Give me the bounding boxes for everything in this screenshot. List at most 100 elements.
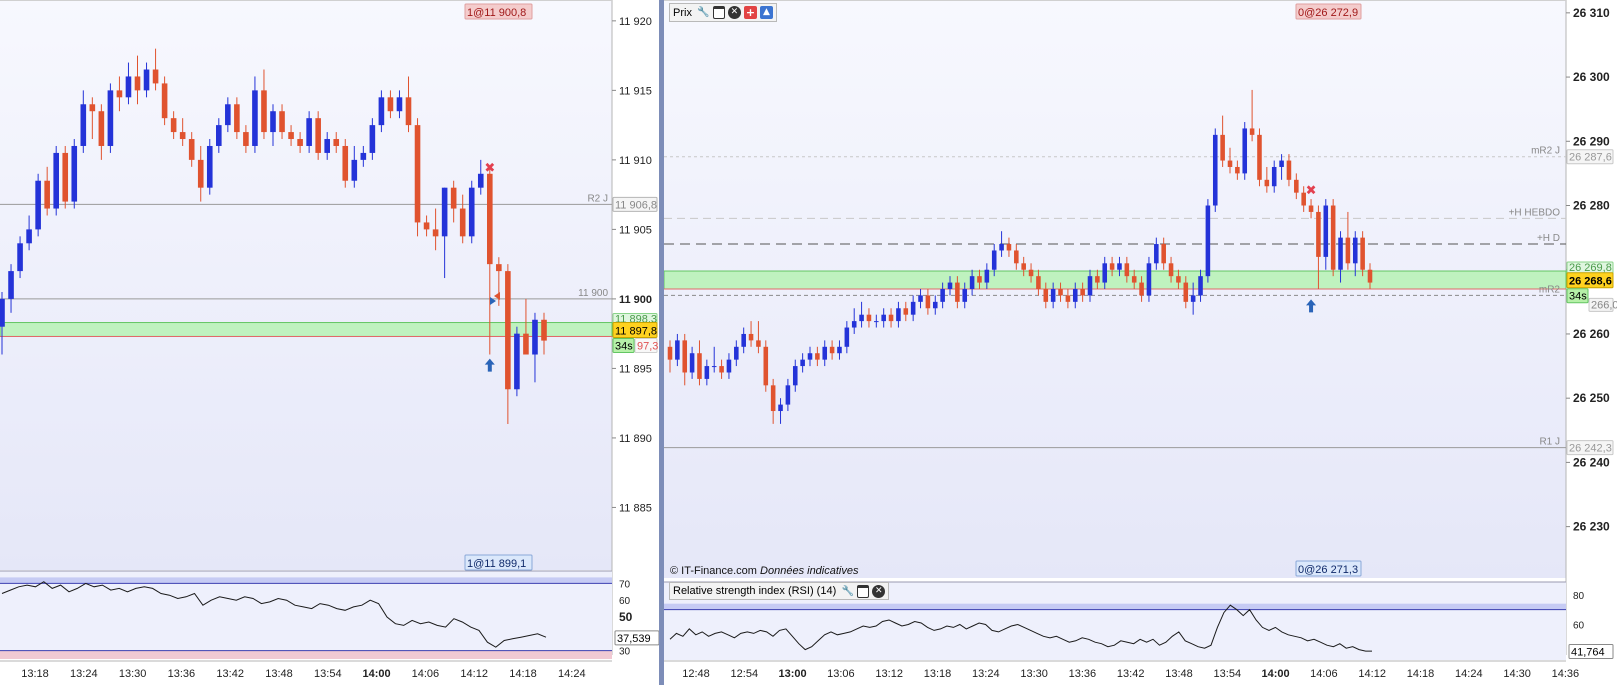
candle-body xyxy=(1065,295,1071,302)
candle-body xyxy=(243,132,249,146)
candle-body xyxy=(288,132,294,140)
right-timer-tag: 34s xyxy=(1569,291,1587,303)
candle-body xyxy=(333,139,340,146)
candle-body xyxy=(414,125,421,223)
x-tick-label: 13:30 xyxy=(119,668,147,680)
candle-body xyxy=(792,366,798,386)
candle-body xyxy=(98,111,105,146)
sell-signal-icon[interactable]: ✖ xyxy=(484,160,495,175)
left-play-icon xyxy=(490,297,496,305)
candle-body xyxy=(541,319,547,341)
level-label: mR2 J xyxy=(1531,146,1560,157)
candle-body xyxy=(405,97,412,126)
right-price-tag: 26 268,6 xyxy=(1569,276,1612,288)
candle-body xyxy=(179,132,186,140)
candle-body xyxy=(369,125,376,153)
candle-body xyxy=(940,289,945,302)
rsi-window-icon[interactable] xyxy=(857,584,870,598)
x-axis-background xyxy=(0,661,612,683)
candle-body xyxy=(1301,192,1306,206)
rsi-wrench-icon[interactable]: 🔧 xyxy=(841,585,854,597)
candle-body xyxy=(918,295,923,302)
right-mr2-tag-box xyxy=(1566,149,1614,165)
level-label: +H D xyxy=(1537,233,1560,244)
candle-body xyxy=(689,353,695,373)
sell-signal-icon[interactable]: ✖ xyxy=(1306,182,1317,197)
rsi-tick-label: 60 xyxy=(1573,620,1585,631)
price-toolbar: Prix 🔧 ✕ + ▲ xyxy=(669,3,777,22)
x-tick-label: 14:00 xyxy=(363,668,391,680)
candle-body xyxy=(822,346,828,360)
plot-background[interactable] xyxy=(0,0,612,570)
right-zone-bottom-tag-box xyxy=(1588,297,1614,312)
move-up-icon[interactable]: ▲ xyxy=(759,6,773,19)
candle-body xyxy=(999,244,1004,251)
candle-body xyxy=(17,243,23,272)
wrench-icon[interactable]: 🔧 xyxy=(697,7,710,18)
candle-body xyxy=(306,118,312,146)
candle-body xyxy=(682,340,688,373)
x-tick-label: 12:54 xyxy=(731,668,759,680)
x-tick-label: 13:48 xyxy=(1165,668,1193,680)
candle-body xyxy=(837,346,842,354)
candle-body xyxy=(829,346,835,354)
rsi-close-icon[interactable]: ✕ xyxy=(872,584,886,598)
candle-body xyxy=(378,97,385,126)
left-flag-icon xyxy=(494,292,500,300)
left-timer-tag: 34s xyxy=(615,340,633,352)
candle-body xyxy=(496,264,502,272)
rsi-tick-label: 50 xyxy=(619,610,633,624)
candle-body xyxy=(1264,179,1270,187)
left-chart-panel[interactable]: 11 920 11 915 11 910 11 905 11 900 11 895 11 8… xyxy=(0,0,660,685)
price-axis-background xyxy=(1566,0,1617,685)
y-tick-label: 26 290 xyxy=(1573,134,1610,148)
candle-body xyxy=(1294,179,1299,193)
buy-signal-icon[interactable] xyxy=(484,358,495,372)
window-icon[interactable] xyxy=(712,6,725,19)
candle-body xyxy=(984,269,990,283)
buy-signal-icon[interactable] xyxy=(1306,299,1317,313)
candle-body xyxy=(785,385,791,405)
candle-body xyxy=(26,229,32,244)
candle-body xyxy=(1323,205,1329,257)
candle-body xyxy=(667,346,673,360)
candle-body xyxy=(1131,276,1137,283)
candle-body xyxy=(459,208,466,237)
candle-body xyxy=(866,314,872,322)
y-tick-label: 11 900 xyxy=(619,294,652,306)
candle-body xyxy=(441,187,448,237)
add-indicator-icon[interactable]: + xyxy=(743,6,757,19)
x-tick-label: 13:42 xyxy=(1117,668,1145,680)
left-r2-tag-box xyxy=(612,196,658,212)
panel-divider[interactable] xyxy=(659,0,664,685)
candle-body xyxy=(719,366,724,373)
x-tick-label: 13:36 xyxy=(168,668,196,680)
candle-body xyxy=(925,295,931,309)
rsi-tick-label: 30 xyxy=(619,647,631,658)
y-tick-label: 11 910 xyxy=(619,155,652,167)
x-tick-label: 13:06 xyxy=(827,668,855,680)
candle-body xyxy=(360,152,367,160)
y-tick-label: 26 280 xyxy=(1573,199,1610,213)
candle-body xyxy=(770,385,776,412)
candle-body xyxy=(888,314,894,322)
candle-body xyxy=(955,282,960,302)
candle-body xyxy=(932,301,938,309)
candle-body xyxy=(1036,276,1041,289)
close-icon[interactable]: ✕ xyxy=(727,6,741,19)
left-bottom-badge-box xyxy=(464,554,533,571)
candle-body xyxy=(910,301,916,315)
candle-body xyxy=(532,319,538,355)
level-label: +H HEBDO xyxy=(1509,207,1561,218)
candle-body xyxy=(991,250,997,270)
candle-body xyxy=(1154,244,1159,264)
x-tick-label: 13:24 xyxy=(972,668,1000,680)
right-top-badge: 0@26 272,9 xyxy=(1298,7,1358,19)
x-tick-label: 13:00 xyxy=(779,668,807,680)
candle-body xyxy=(477,173,484,188)
right-r1-tag: 26 242,3 xyxy=(1569,443,1612,455)
level-label: 11 900 xyxy=(578,288,608,299)
candle-body xyxy=(252,90,258,146)
y-tick-label: 26 250 xyxy=(1573,391,1610,405)
